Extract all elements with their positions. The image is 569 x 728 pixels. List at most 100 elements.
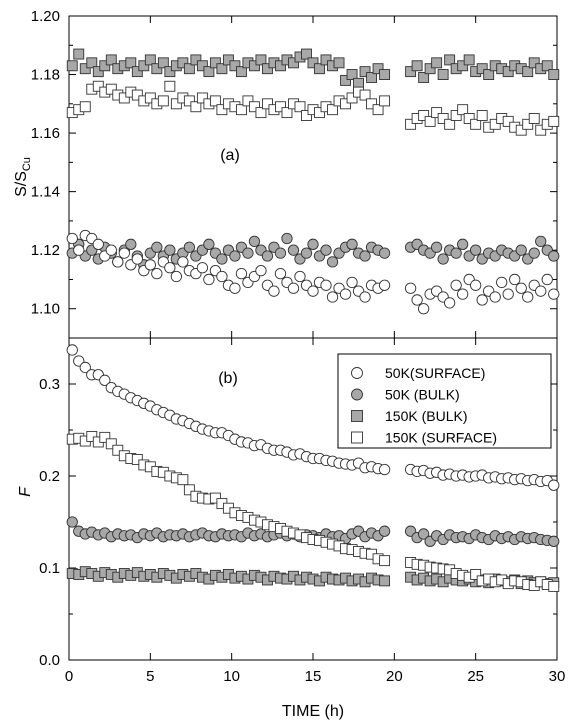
data-point xyxy=(431,57,443,69)
data-point xyxy=(489,118,501,130)
data-point xyxy=(528,247,540,259)
data-point xyxy=(463,54,475,66)
data-point xyxy=(535,285,547,297)
data-point xyxy=(66,232,78,245)
data-point xyxy=(346,276,358,289)
data-point xyxy=(307,238,319,250)
data-point xyxy=(502,66,514,78)
data-point xyxy=(372,63,384,75)
y-tick-label: 0.3 xyxy=(39,376,60,393)
data-point xyxy=(476,110,488,121)
x-tick-label: 15 xyxy=(305,668,322,685)
legend-marker xyxy=(351,367,363,379)
data-point xyxy=(196,60,208,72)
data-point xyxy=(418,110,430,121)
x-tick-label: 5 xyxy=(146,668,154,685)
data-point xyxy=(274,247,287,259)
data-point xyxy=(359,250,371,262)
data-point xyxy=(196,92,208,104)
data-point xyxy=(183,241,196,253)
data-point xyxy=(255,107,267,119)
y-tick-label: 1.12 xyxy=(31,242,60,259)
data-point xyxy=(235,66,247,78)
data-point xyxy=(216,270,228,283)
data-point xyxy=(144,259,156,271)
data-point xyxy=(177,57,189,69)
legend-label: 150K (BULK) xyxy=(385,408,467,424)
panel-b-y-axis: 0.0 0.1 0.2 0.3 xyxy=(39,376,557,669)
data-point xyxy=(509,273,521,286)
series-3 xyxy=(66,229,560,315)
panel-a-ylabel-subscript: Cu xyxy=(21,157,33,171)
data-point xyxy=(216,253,228,265)
data-point xyxy=(255,54,267,66)
x-tick-label: 0 xyxy=(65,668,73,685)
data-point xyxy=(209,95,221,107)
data-point xyxy=(222,54,234,66)
data-point xyxy=(131,66,143,78)
y-tick-label: 1.16 xyxy=(31,125,60,142)
x-tick-label: 20 xyxy=(386,668,403,685)
data-point xyxy=(463,113,475,124)
panel-a-ylabel-main: S/S xyxy=(13,171,30,197)
data-point xyxy=(131,453,143,465)
x-tick-label: 10 xyxy=(223,668,240,685)
data-point xyxy=(131,253,143,265)
data-point xyxy=(112,444,124,456)
data-point xyxy=(548,580,560,592)
data-point xyxy=(151,241,163,253)
data-point xyxy=(404,282,417,294)
data-point xyxy=(138,60,150,72)
data-point xyxy=(281,232,293,245)
data-point xyxy=(229,60,241,72)
data-point xyxy=(229,282,241,294)
data-point xyxy=(548,288,560,300)
data-point xyxy=(496,276,508,289)
data-point xyxy=(242,95,254,107)
data-point xyxy=(359,291,371,303)
data-point xyxy=(450,279,462,291)
legend-label: 50K (BULK) xyxy=(385,387,460,403)
data-point xyxy=(320,279,332,291)
panel-b-label: (b) xyxy=(218,370,238,387)
data-point xyxy=(157,95,169,107)
data-point xyxy=(86,430,98,442)
data-point xyxy=(164,262,176,274)
data-point xyxy=(470,279,482,291)
data-point xyxy=(457,60,469,72)
data-point xyxy=(548,69,560,80)
data-point xyxy=(444,118,456,130)
data-point xyxy=(262,63,273,75)
legend-label: 150K (SURFACE) xyxy=(385,430,497,446)
data-point xyxy=(235,104,247,116)
data-point xyxy=(437,113,449,124)
data-point xyxy=(183,63,195,75)
data-point xyxy=(430,241,443,253)
data-point xyxy=(450,110,462,121)
data-point xyxy=(515,244,527,256)
data-point xyxy=(118,247,130,259)
data-point xyxy=(346,69,358,80)
data-point xyxy=(372,104,384,116)
data-point xyxy=(470,568,482,580)
data-point xyxy=(327,104,338,116)
data-point xyxy=(320,54,332,66)
data-point xyxy=(535,124,547,136)
data-point xyxy=(502,288,514,300)
data-point xyxy=(548,479,560,491)
data-point xyxy=(548,115,560,127)
data-point xyxy=(105,83,117,95)
data-point xyxy=(144,54,156,66)
data-point xyxy=(470,244,482,256)
data-point xyxy=(431,107,443,119)
data-point xyxy=(196,262,209,274)
legend: 50K(SURFACE) 50K (BULK) 150K (BULK) 150K (S… xyxy=(337,353,552,449)
legend-marker xyxy=(351,410,363,422)
data-point xyxy=(216,63,228,75)
y-tick-label: 0.2 xyxy=(39,468,60,485)
data-point xyxy=(359,89,371,101)
panel-a: 1.10 1.12 1.14 1.16 1.18 1.20 (a) S/SCu xyxy=(13,8,560,339)
data-point xyxy=(105,438,117,450)
data-point xyxy=(86,57,98,69)
